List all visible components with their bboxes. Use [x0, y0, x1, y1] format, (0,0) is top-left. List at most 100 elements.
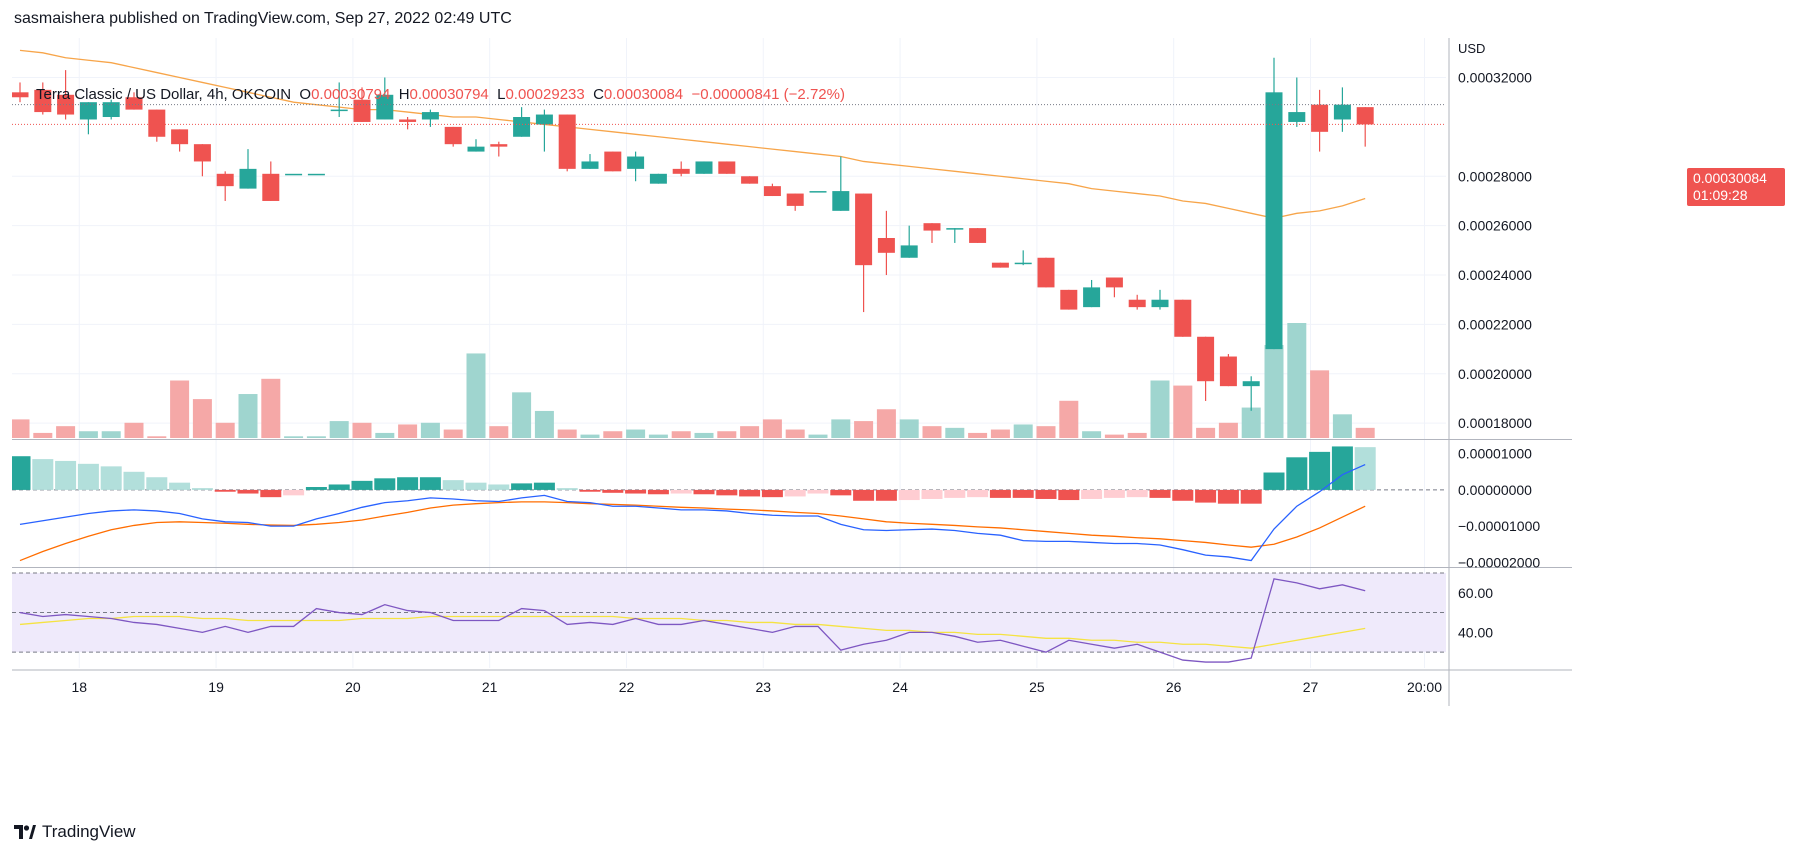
macd-histogram-bar: [12, 456, 31, 490]
price-tick-label: 0.00018000: [1458, 415, 1532, 431]
brand-name: TradingView: [42, 822, 136, 841]
candle-body: [832, 191, 850, 211]
candle-body: [718, 161, 736, 174]
macd-histogram-bar: [784, 489, 806, 497]
time-tick-label: 27: [1303, 679, 1319, 695]
candle-body: [1265, 92, 1283, 350]
volume-bar: [12, 419, 30, 438]
high-key: H: [398, 86, 410, 103]
volume-bar: [1196, 427, 1216, 438]
volume-bar: [1287, 323, 1307, 438]
macd-tick-label: 0.00000000: [1458, 482, 1532, 498]
macd-histogram-bar: [374, 478, 396, 490]
candle-body: [171, 129, 189, 145]
macd-histogram-bar: [283, 489, 305, 496]
candle-body: [216, 173, 234, 187]
volume-bar: [854, 421, 874, 438]
rsi-ma-line: [19, 615, 1366, 649]
close-key: C: [593, 86, 604, 103]
volume-bar: [1036, 426, 1056, 438]
candle-body: [193, 144, 211, 162]
candle-body: [444, 126, 462, 145]
symbol-legend: Terra Classic / US Dollar, 4h, OKCOIN O0…: [36, 86, 845, 103]
volume-bar: [603, 431, 623, 438]
time-tick-label: 18: [71, 679, 87, 695]
time-tick-label: 19: [208, 679, 224, 695]
candle-body: [672, 168, 690, 174]
volume-bar: [899, 419, 919, 438]
macd-histogram-bar: [716, 489, 738, 496]
macd-histogram-bar: [533, 482, 555, 490]
macd-histogram-bar: [1195, 489, 1217, 503]
macd-histogram-bar: [1035, 489, 1057, 499]
candle-body: [1083, 287, 1101, 308]
time-tick-label: 26: [1166, 679, 1182, 695]
volume-bar: [534, 410, 554, 438]
macd-histogram-bar: [693, 489, 715, 495]
volume-bar: [101, 431, 121, 438]
volume-bar: [922, 426, 942, 438]
volume-bar: [694, 432, 714, 438]
time-tick-label: 22: [619, 679, 635, 695]
price-tick-label: 0.00026000: [1458, 218, 1532, 234]
candle-body: [148, 109, 166, 137]
volume-bar: [170, 380, 190, 438]
volume-bar: [352, 422, 372, 438]
macd-histogram-bar: [807, 489, 829, 494]
macd-pane: [12, 446, 1446, 562]
macd-histogram-bar: [944, 489, 966, 498]
candle-body: [1128, 299, 1146, 308]
volume-bar: [443, 429, 463, 438]
chart-frame[interactable]: 0.00032000 0.00028000 0.00026000 0.00024000…: [12, 38, 1790, 808]
macd-histogram-bar: [328, 484, 350, 490]
macd-histogram-bar: [1149, 489, 1171, 498]
macd-histogram-bar: [305, 487, 327, 490]
volume-bar: [626, 429, 646, 438]
candle-body: [946, 228, 964, 230]
macd-histogram-bar: [260, 489, 282, 498]
price-tick-label: 0.00020000: [1458, 366, 1532, 382]
macd-histogram-bar: [1217, 489, 1239, 504]
volume-bar: [375, 432, 395, 438]
macd-histogram-bar: [1103, 489, 1125, 498]
macd-histogram-bar: [1172, 489, 1194, 501]
macd-tick-label: 0.00001000: [1458, 446, 1532, 462]
candle-body: [513, 117, 531, 137]
volume-bar: [420, 422, 440, 438]
volume-bar: [580, 434, 600, 438]
candle-body: [1219, 356, 1237, 387]
macd-histogram-bar: [1286, 457, 1308, 490]
candle-body: [1060, 289, 1078, 310]
price-tick-label: 0.00022000: [1458, 316, 1532, 332]
chart-canvas[interactable]: 0.00032000 0.00028000 0.00026000 0.00024000…: [12, 38, 1790, 808]
price-tick-label: 0.00032000: [1458, 70, 1532, 86]
grid-lines: [12, 38, 1446, 668]
macd-histogram-bar: [146, 477, 168, 490]
candle-body: [1014, 262, 1032, 265]
candle-body: [991, 262, 1009, 268]
volume-bar: [124, 422, 144, 438]
macd-histogram-bar: [967, 489, 989, 498]
macd-histogram-bar: [55, 460, 77, 490]
candle-body: [855, 193, 873, 266]
volume-bar: [1150, 380, 1170, 438]
candle-body: [1174, 299, 1192, 337]
volume-bar: [192, 399, 212, 438]
price-tick-label: 0.00024000: [1458, 267, 1532, 283]
candle-body: [627, 156, 645, 169]
time-tick-label: 24: [892, 679, 908, 695]
candle-body: [877, 238, 895, 253]
macd-histogram-bar: [465, 482, 487, 490]
tradingview-logo[interactable]: TradingView: [14, 822, 136, 842]
candle-body: [558, 114, 576, 169]
volume-bar: [1264, 344, 1284, 438]
time-tick-label: 25: [1029, 679, 1045, 695]
macd-histogram-bar: [442, 480, 464, 490]
macd-histogram-bar: [1126, 489, 1148, 498]
macd-histogram-bar: [898, 489, 920, 501]
macd-histogram-bar: [169, 482, 191, 490]
moving-average-line: [19, 49, 1366, 219]
macd-histogram-bar: [1058, 489, 1080, 501]
volume-bar: [1127, 432, 1147, 438]
candle-body: [1311, 104, 1329, 132]
